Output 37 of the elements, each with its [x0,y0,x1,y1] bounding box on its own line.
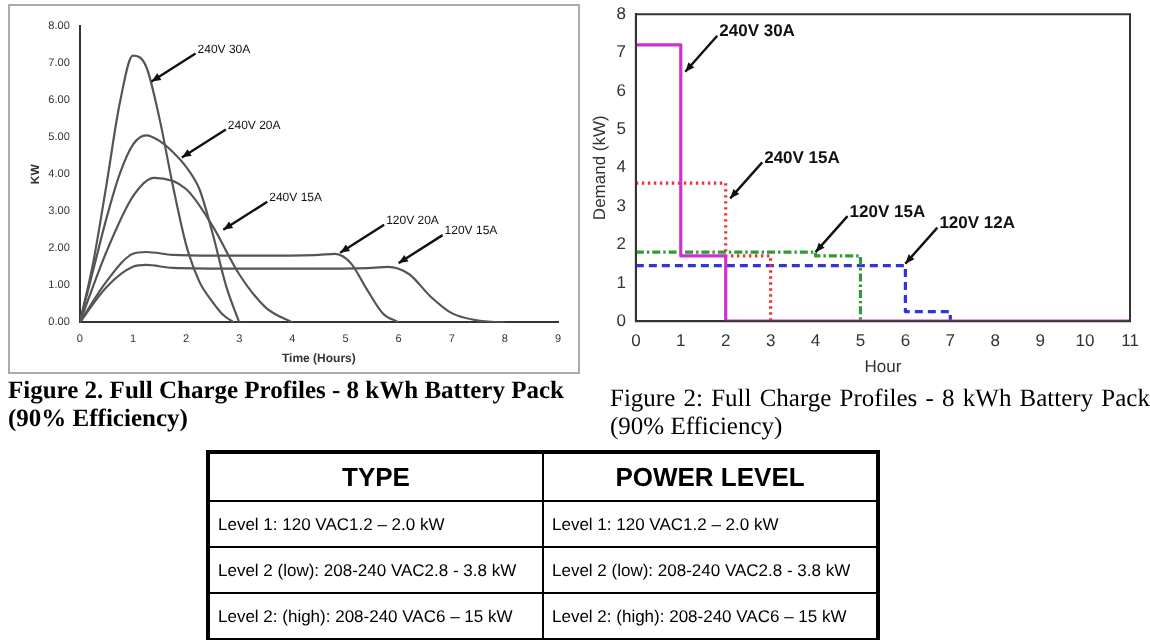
x-tick-label: 9 [1035,330,1046,351]
x-tick-label: 5 [855,330,866,351]
x-tick-label: 1 [676,330,687,351]
annotation: 120V 12A [939,212,1016,233]
y-tick-label: 6 [616,79,627,100]
y-tick-label: 1 [616,271,627,292]
x-axis-title: Hour [864,356,902,377]
x-tick-label: 2 [720,330,731,351]
x-tick-label: 3 [765,330,776,351]
text: Level 2: (high): 208-240 VAC6 – 15 kW [208,593,543,640]
y-tick-label: 0 [616,309,627,330]
text: Level 2 (low): 208-240 VAC2.8 - 3.8 kW [208,547,543,593]
x-tick-label: 7 [945,330,956,351]
x-tick-label: 8 [990,330,1001,351]
caption: Figure 2: Full Charge Profiles - 8 kWh Battery Pack (90% Efficiency) [610,384,1150,440]
x-tick-label: 11 [1121,330,1140,351]
y-tick-label: 5 [616,118,627,139]
y-tick-label: 8 [616,2,627,23]
text: Level 1: 120 VAC1.2 – 2.0 kW [208,501,543,547]
x-tick-label: 0 [631,330,642,351]
x-tick-label: 6 [900,330,911,351]
y-tick-label: 4 [616,156,627,177]
text: TYPE [208,452,543,501]
y-axis-title: Demand (kW) [588,114,609,221]
annotation: 240V 30A [719,20,795,41]
y-tick-label: 2 [616,233,627,254]
text: Level 2: (high): 208-240 VAC6 – 15 kW [543,593,878,640]
x-tick-label: 4 [810,330,821,351]
annotation: 120V 15A [849,200,926,221]
text: Level 1: 120 VAC1.2 – 2.0 kW [543,501,878,547]
y-tick-label: 7 [616,41,627,62]
text: Level 2 (low): 208-240 VAC2.8 - 3.8 kW [543,547,878,593]
caption: Figure 2. Full Charge Profiles - 8 kWh Battery Pack (90% Efficiency) [8,376,566,432]
x-tick-label: 10 [1075,330,1096,351]
text: POWER LEVEL [543,452,878,501]
y-tick-label: 3 [616,194,627,215]
annotation: 240V 15A [764,147,840,168]
